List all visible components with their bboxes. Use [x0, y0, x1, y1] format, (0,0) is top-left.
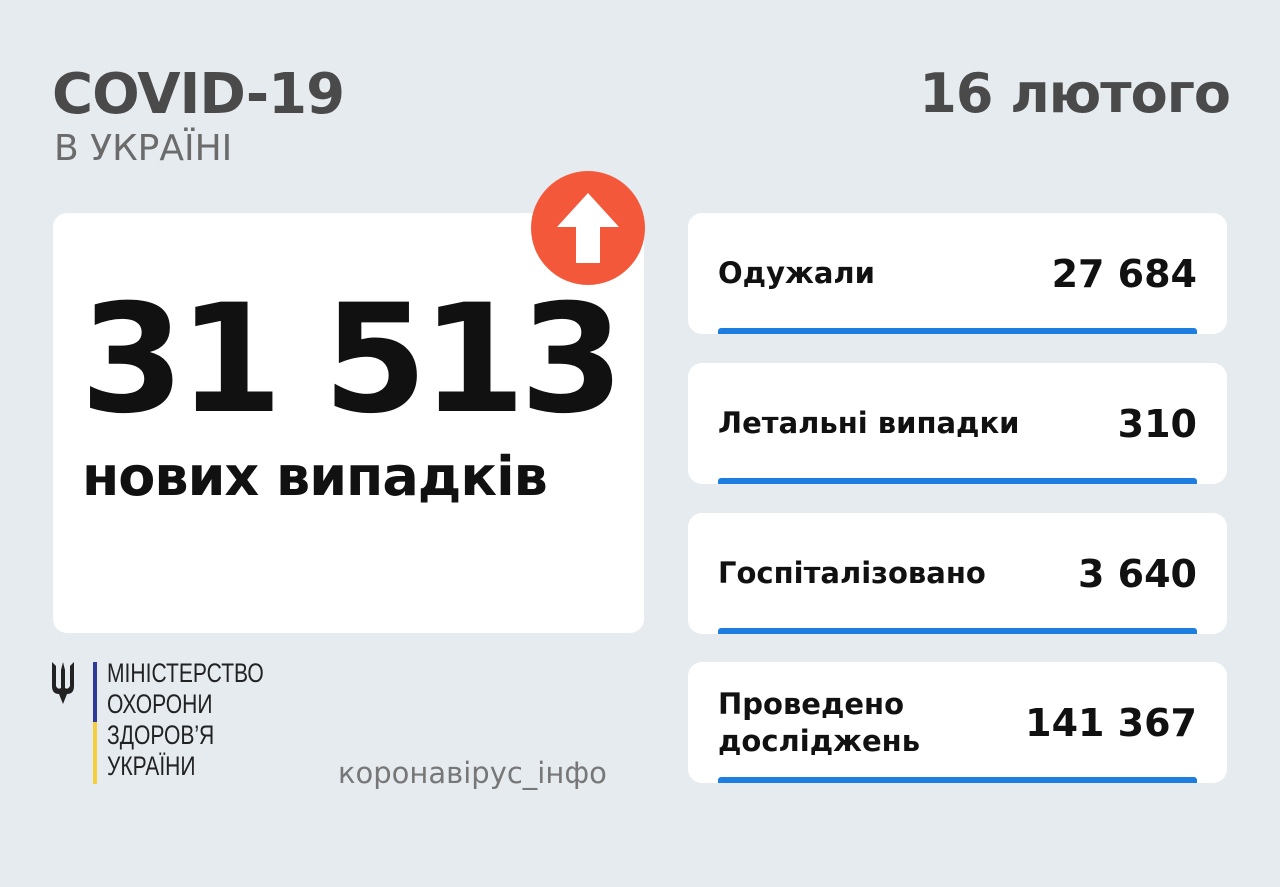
stat-deaths: Летальні випадки 310 — [688, 363, 1227, 484]
stat-recovered: Одужали 27 684 — [688, 213, 1227, 334]
title: COVID-19 — [52, 62, 345, 127]
stat-label: Проведено досліджень — [718, 687, 921, 758]
subtitle: В УКРАЇНІ — [54, 128, 233, 169]
ministry-line: ОХОРОНИ — [107, 689, 213, 719]
date: 16 лютого — [919, 62, 1231, 125]
stat-value: 27 684 — [1051, 251, 1197, 296]
arrow-up-icon — [531, 171, 645, 285]
stat-label: Летальні випадки — [718, 406, 1020, 441]
stat-value: 310 — [1117, 401, 1197, 446]
flag-blue — [93, 662, 97, 722]
stat-value: 3 640 — [1078, 551, 1197, 596]
ministry-line: УКРАЇНИ — [107, 751, 196, 781]
stat-bar — [718, 628, 1197, 634]
stat-bar — [718, 777, 1197, 783]
stat-bar — [718, 478, 1197, 484]
stat-hospitalized: Госпіталізовано 3 640 — [688, 513, 1227, 634]
ministry-line: ЗДОРОВ’Я — [107, 720, 215, 750]
ministry-line: МІНІСТЕРСТВО — [107, 658, 264, 688]
new-cases-card — [53, 213, 644, 633]
new-cases-label: нових випадків — [82, 445, 548, 508]
stat-value: 141 367 — [1025, 700, 1197, 745]
stat-tests: Проведено досліджень 141 367 — [688, 662, 1227, 783]
flag-yellow — [93, 722, 97, 784]
stat-label: Одужали — [718, 256, 875, 291]
site-label: коронавірус_інфо — [338, 756, 607, 790]
new-cases-value: 31 513 — [80, 273, 624, 447]
stat-label: Госпіталізовано — [718, 556, 986, 591]
trident-icon — [50, 660, 76, 712]
ministry-logo-text: МІНІСТЕРСТВО ОХОРОНИ ЗДОРОВ’Я УКРАЇНИ — [107, 658, 264, 782]
stat-bar — [718, 328, 1197, 334]
